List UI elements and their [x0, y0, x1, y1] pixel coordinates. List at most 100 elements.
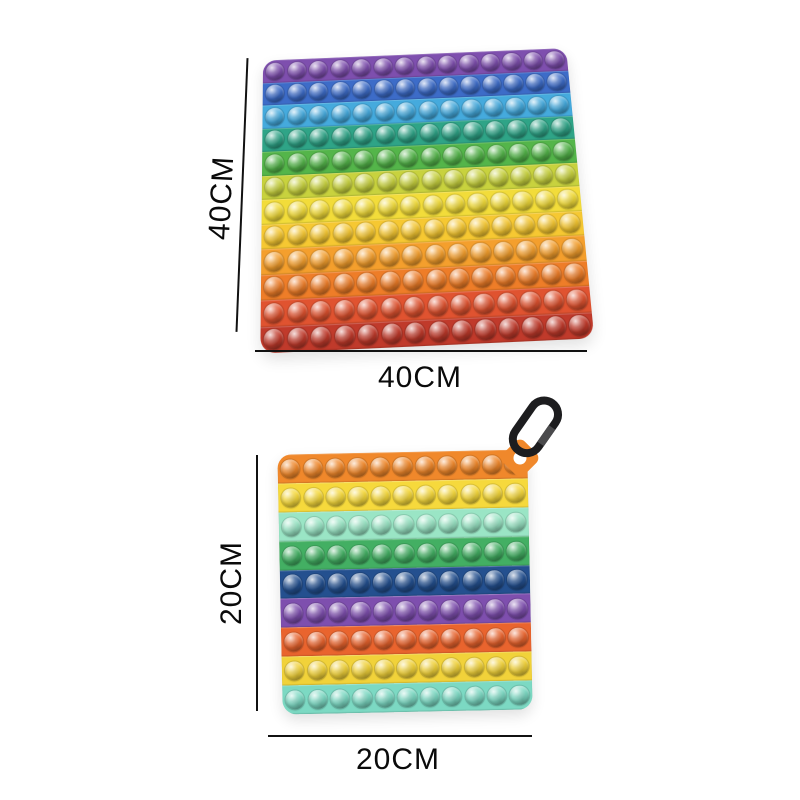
popit-bubble [347, 457, 368, 478]
dimension-line-height-small [256, 455, 258, 711]
popit-bubble [396, 101, 417, 121]
popit-bubble [505, 512, 526, 532]
popit-bubble [265, 177, 285, 198]
popit-bubble [375, 688, 395, 708]
popit-bubble [376, 172, 397, 193]
popit-bubble [309, 128, 329, 148]
popit-bubble [373, 630, 394, 651]
popit-bubble [331, 127, 351, 147]
dimension-line-width-small [268, 735, 532, 737]
popit-bubble [543, 289, 565, 312]
popit-bubble [508, 627, 529, 648]
popit-bubble [506, 540, 527, 561]
popit-bubble [330, 689, 350, 709]
popit-bubble [333, 273, 354, 295]
popit-bubble [527, 96, 548, 115]
popit-bubble [396, 629, 416, 650]
popit-bubble [462, 599, 483, 620]
popit-bubble [544, 50, 565, 69]
popit-bubble [439, 542, 459, 562]
popit-bubble [332, 174, 352, 195]
popit-bubble [325, 458, 346, 478]
popit-bubble [420, 146, 441, 167]
small-popit-toy [277, 449, 533, 715]
popit-bubble [521, 316, 544, 339]
popit-bubble [309, 105, 329, 125]
popit-bubble [370, 457, 390, 477]
popit-bubble [416, 513, 436, 534]
popit-bubble [348, 486, 369, 507]
popit-bubble [373, 57, 393, 76]
popit-bubble [519, 290, 542, 313]
popit-bubble [417, 571, 438, 592]
popit-bubble [415, 485, 436, 505]
popit-bubble [472, 267, 493, 289]
popit-bubble [555, 164, 576, 185]
popit-bubble [393, 485, 413, 506]
popit-bubble [545, 315, 567, 338]
popit-bubble [330, 59, 350, 78]
popit-bubble [493, 241, 515, 262]
popit-bubble [447, 243, 469, 264]
popit-bubble [419, 687, 440, 707]
popit-bubble [392, 456, 413, 477]
popit-bubble [441, 629, 461, 649]
popit-bubble [357, 298, 378, 320]
popit-bubble [287, 250, 308, 271]
popit-bubble [487, 685, 507, 706]
popit-bubble [310, 199, 330, 220]
popit-bubble [441, 657, 462, 678]
popit-bubble [418, 100, 438, 120]
popit-bubble [287, 106, 307, 125]
carabiner-clip-icon [501, 396, 563, 477]
popit-bubble [394, 543, 415, 563]
popit-bubble [532, 165, 554, 186]
popit-bubble [287, 129, 307, 149]
popit-bubble [505, 483, 526, 503]
popit-bubble [372, 543, 392, 564]
popit-bubble [354, 173, 375, 194]
popit-bubble [483, 512, 504, 533]
popit-bubble [485, 120, 506, 140]
popit-bubble [304, 516, 324, 536]
popit-bubble [379, 271, 401, 293]
popit-bubble [283, 603, 304, 624]
popit-bubble [485, 599, 506, 619]
popit-bubble [460, 484, 481, 504]
popit-bubble [334, 325, 356, 348]
popit-bubble [441, 122, 462, 142]
popit-bubble [416, 542, 437, 563]
popit-bubble [397, 687, 418, 708]
popit-bubble [507, 119, 528, 139]
popit-bubble [329, 631, 349, 651]
popit-bubble [287, 225, 308, 246]
popit-bubble [469, 217, 490, 238]
popit-bubble [422, 194, 443, 215]
popit-bubble [463, 628, 484, 649]
popit-bubble [450, 294, 472, 316]
popit-bubble [310, 249, 331, 270]
popit-bubble [309, 60, 328, 79]
popit-bubble [486, 144, 508, 164]
popit-bubble [486, 656, 507, 677]
popit-bubble [264, 251, 285, 272]
popit-bubble [396, 658, 417, 679]
popit-bubble [462, 570, 482, 591]
popit-bubble [333, 248, 354, 269]
popit-bubble [310, 300, 332, 322]
popit-bubble [353, 126, 373, 146]
popit-bubble [265, 130, 285, 150]
popit-bubble [439, 77, 459, 96]
popit-bubble [309, 175, 330, 196]
popit-bubble [353, 103, 373, 123]
popit-bubble [568, 314, 591, 337]
popit-bubble [461, 541, 482, 562]
popit-bubble [502, 52, 522, 71]
popit-bubble [349, 515, 369, 535]
popit-bubble [548, 95, 570, 114]
popit-bubble [489, 191, 511, 212]
popit-bubble [331, 104, 351, 124]
popit-bubble [415, 456, 435, 476]
popit-bubble [349, 544, 370, 564]
